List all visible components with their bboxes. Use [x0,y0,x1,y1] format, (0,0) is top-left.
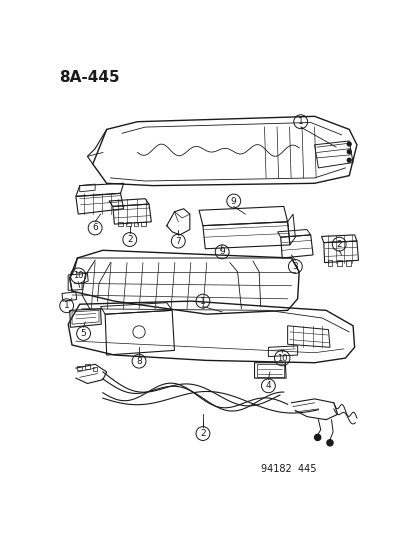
Text: 3: 3 [292,262,297,271]
Text: 2: 2 [127,235,132,244]
Text: 9: 9 [219,247,225,256]
Text: 1: 1 [297,117,303,126]
Circle shape [326,440,332,446]
Text: 5: 5 [81,329,86,338]
Text: 94182  445: 94182 445 [260,464,316,474]
Text: 1: 1 [199,297,205,305]
Text: 6: 6 [92,223,98,232]
Text: 2: 2 [199,429,205,438]
Text: 10: 10 [276,353,287,362]
Text: 8A-445: 8A-445 [59,70,119,85]
Text: 8: 8 [136,357,142,366]
Circle shape [347,158,350,162]
Text: 2: 2 [336,240,341,248]
Circle shape [347,142,350,146]
Text: 9: 9 [230,197,236,206]
Text: 1: 1 [64,301,69,310]
Circle shape [314,434,320,440]
Circle shape [347,150,350,154]
Text: 7: 7 [175,237,181,246]
Text: 4: 4 [265,381,271,390]
Text: 10: 10 [73,271,83,280]
